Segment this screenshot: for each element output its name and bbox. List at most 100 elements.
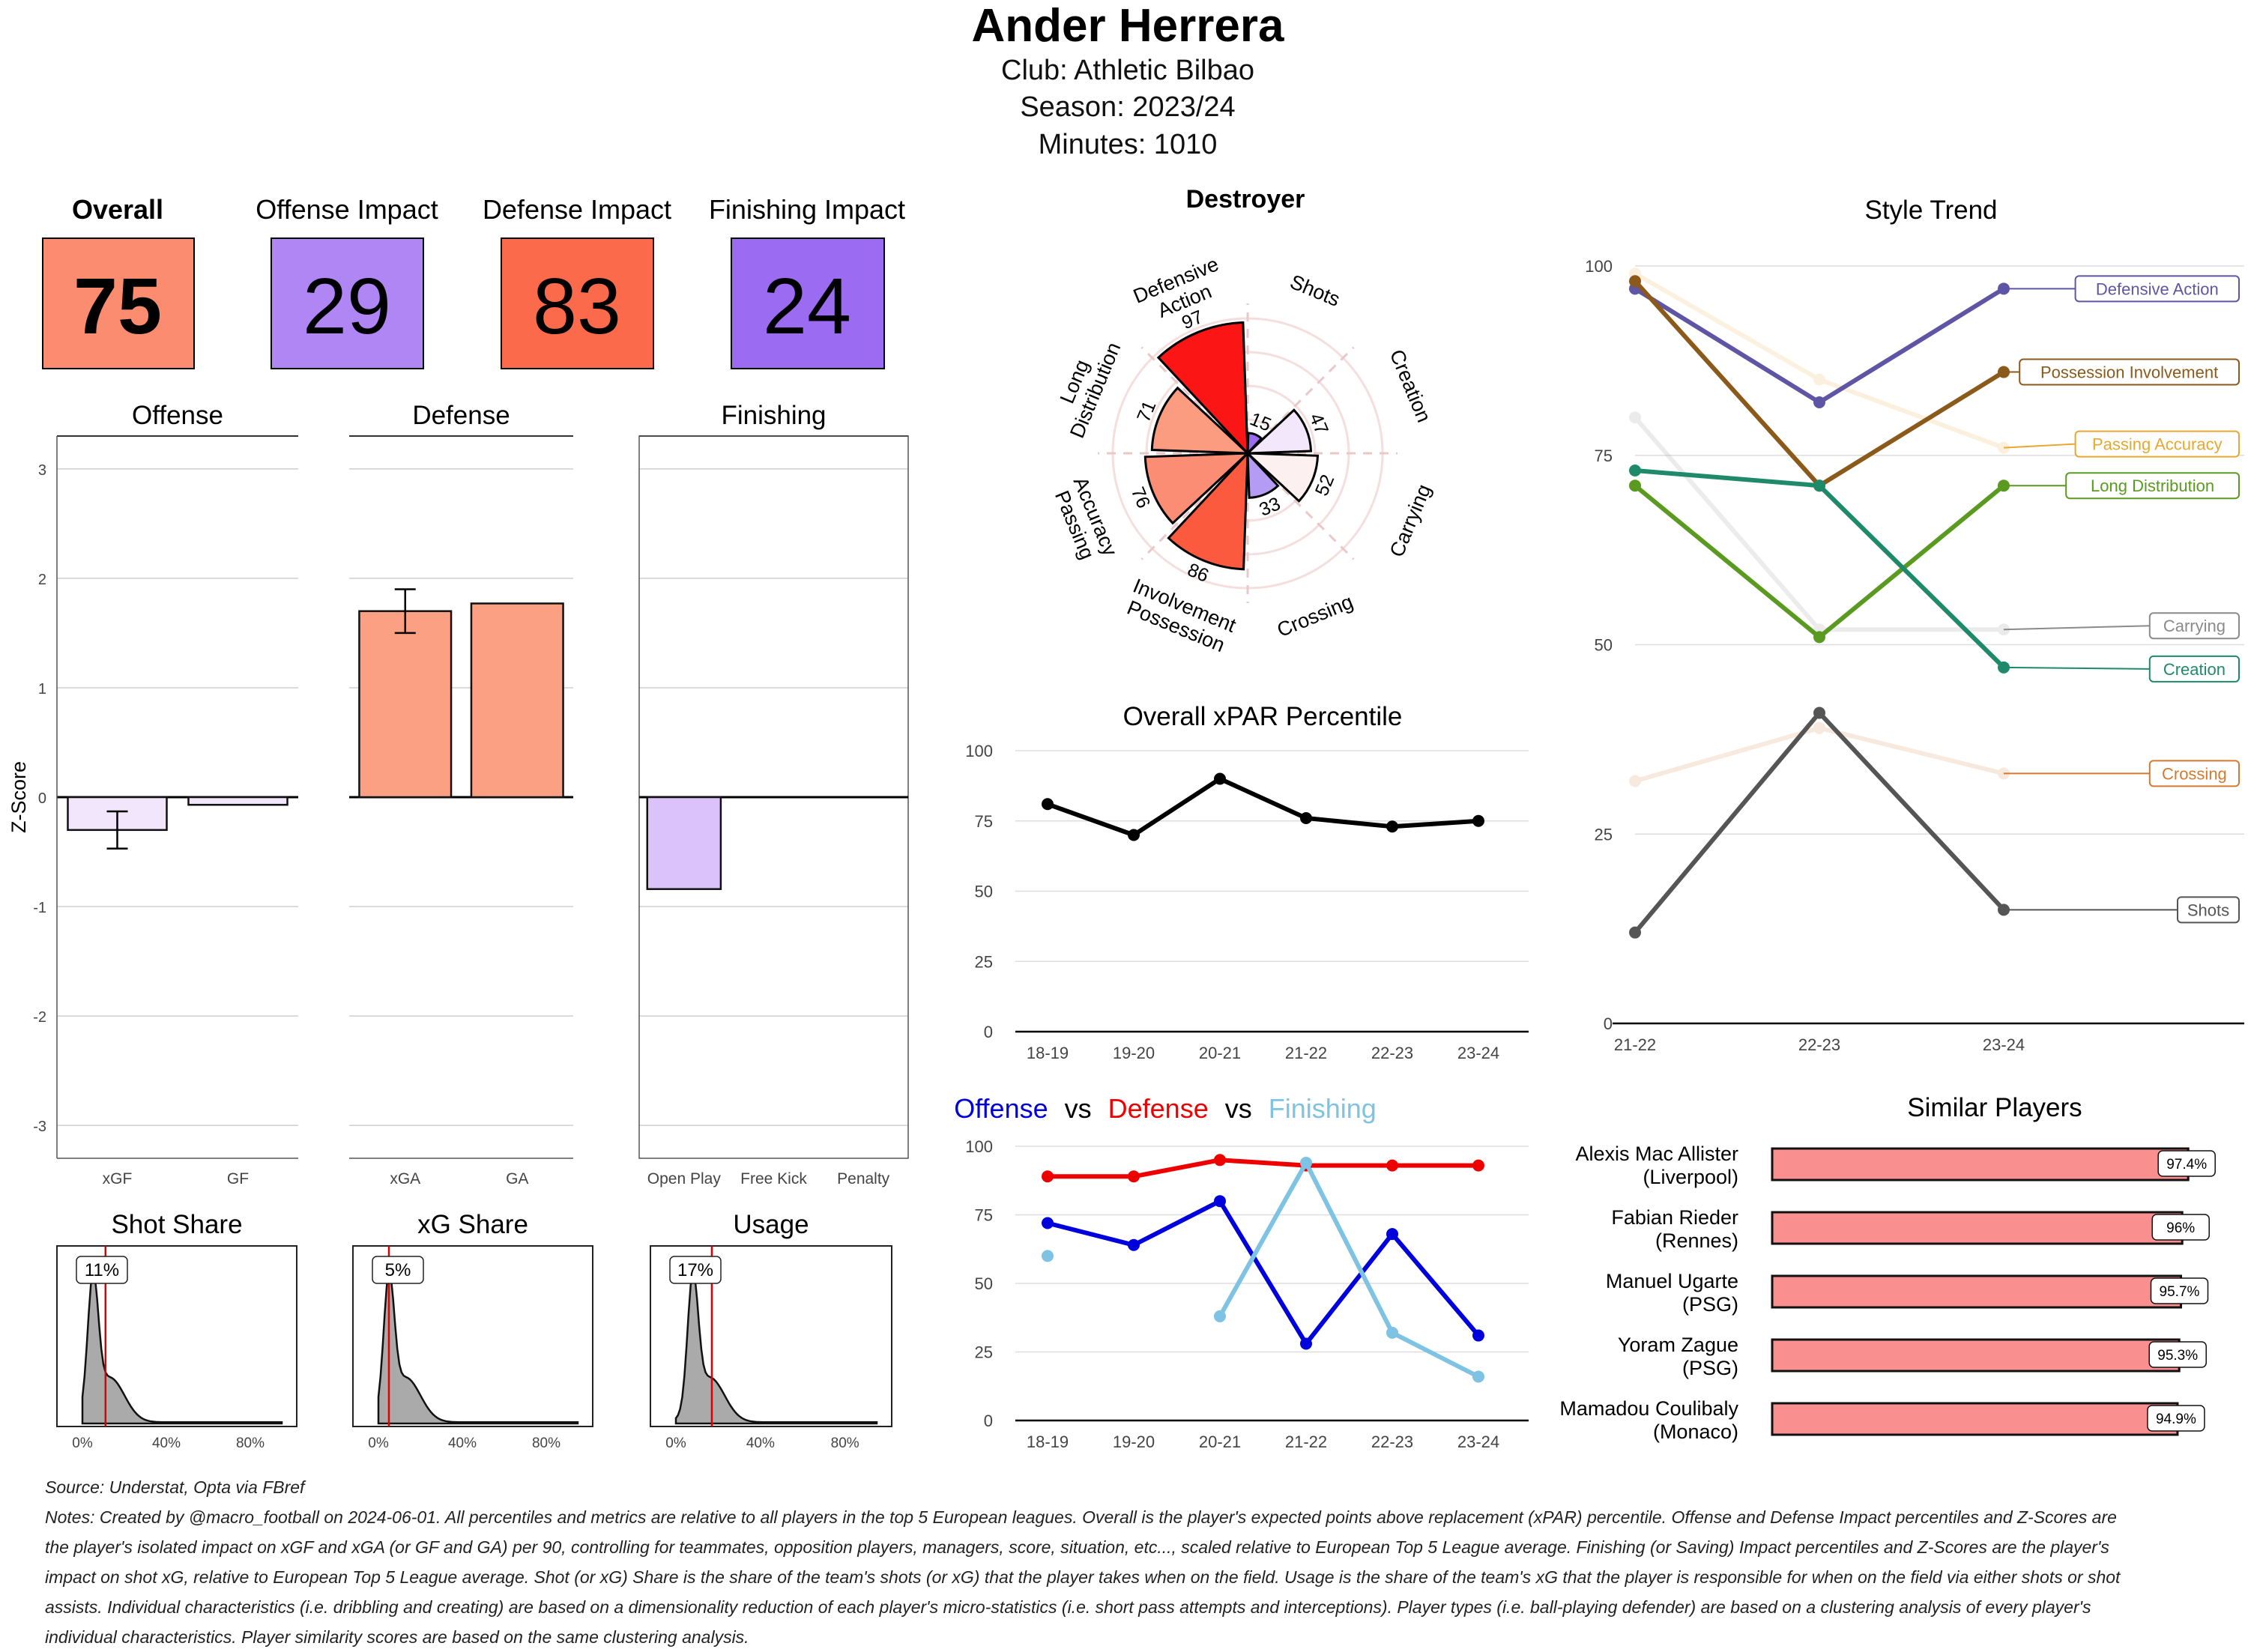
- radar-category-label: Shots: [1287, 270, 1343, 311]
- similar-player-club: (PSG): [1682, 1293, 1738, 1316]
- zscore-bar-open-play: [646, 796, 722, 890]
- offense-impact-value: 29: [303, 262, 391, 351]
- style-ytick: 0: [1604, 1014, 1613, 1033]
- similar-bar: [1771, 1147, 2190, 1181]
- ovd-point-offense: [1386, 1228, 1398, 1241]
- style-series-long-distribution: [1629, 479, 2010, 644]
- offense-impact-box: [271, 237, 424, 369]
- similar-player-club: (Liverpool): [1643, 1166, 1738, 1188]
- ovd-point-finishing: [1386, 1326, 1398, 1339]
- source-line: Source: Understat, Opta via FBref: [45, 1477, 305, 1497]
- xpar-point: [1128, 829, 1140, 841]
- radar-bar-long-distribution: [1150, 386, 1251, 455]
- ovd-ytick: 50: [975, 1274, 993, 1293]
- ovd-point-defense: [1128, 1170, 1140, 1183]
- ovd-point-finishing: [1214, 1310, 1226, 1322]
- xpar-line: [1046, 776, 1479, 838]
- zscore-panel-title: Defense: [412, 401, 510, 430]
- ovd-point-finishing: [1300, 1156, 1312, 1169]
- zscore-chart: Z-Score -3 -2 -1 0 1 2 3 Offense xGF GF Defense xGA G…: [7, 401, 909, 1187]
- zscore-panel-title: Finishing: [721, 401, 826, 430]
- style-line: [1634, 725, 2004, 784]
- style-series-passing-accuracy: [1629, 267, 2010, 454]
- style-label-box: [2148, 760, 2241, 787]
- similar-bar: [1771, 1211, 2184, 1245]
- style-label-long-distribution: Long Distribution: [2091, 476, 2214, 495]
- radar-bar-defensive-action: [1156, 321, 1249, 456]
- xpar-xtick: 20-21: [1199, 1044, 1241, 1062]
- density-area: [674, 1271, 878, 1425]
- style-series-crossing: [1629, 721, 2010, 787]
- zscore-xtick: GA: [506, 1170, 528, 1187]
- similar-player-name: Manuel Ugarte: [1606, 1270, 1738, 1292]
- style-ytick: 50: [1595, 636, 1613, 655]
- style-label-box: [2177, 896, 2240, 924]
- similar-player-name: Yoram Zague: [1618, 1334, 1738, 1356]
- ovd-xtick: 23-24: [1457, 1432, 1499, 1451]
- offense-defense-finishing-chart: Offense vs Defense vs Finishing 0 25 50 75 100 18…: [954, 1093, 1529, 1451]
- ovd-point-offense: [1472, 1329, 1484, 1342]
- style-series-carrying: [1629, 411, 2010, 636]
- overall-box: [42, 237, 195, 369]
- finishing-impact-value: 24: [763, 262, 851, 351]
- similar-score-box: [2148, 1341, 2207, 1368]
- density-label: 17%: [677, 1260, 713, 1280]
- style-point: [1813, 373, 1825, 386]
- similar-bar: [1771, 1274, 2182, 1309]
- xpar-xtick: 23-24: [1457, 1044, 1499, 1062]
- style-label-shots: Shots: [2187, 901, 2229, 919]
- zscore-xtick: Open Play: [647, 1170, 722, 1187]
- style-ytick: 25: [1595, 825, 1613, 844]
- offense-impact-label: Offense Impact: [256, 194, 438, 225]
- zscore-ytick: 1: [38, 681, 46, 698]
- ovd-xtick: 20-21: [1199, 1432, 1241, 1451]
- style-xtick: 21-22: [1614, 1035, 1656, 1054]
- similar-player-club: (PSG): [1682, 1357, 1738, 1379]
- zscore-panel-defense: Defense xGA GA: [349, 401, 573, 1187]
- ovd-ytick: 25: [975, 1343, 993, 1362]
- xpar-point: [1386, 820, 1398, 833]
- density-label-box: [372, 1256, 424, 1284]
- style-label-box: [2148, 655, 2241, 683]
- xpar-xtick: 18-19: [1027, 1044, 1069, 1062]
- style-ytick: 100: [1585, 257, 1613, 276]
- style-point: [1813, 707, 1825, 719]
- xpar-xtick: 21-22: [1285, 1044, 1327, 1062]
- style-point: [1813, 631, 1825, 644]
- density-xtick: 40%: [152, 1435, 181, 1451]
- season-line: Season: 2023/24: [1020, 91, 1235, 123]
- ovd-line-offense: [1047, 1198, 1481, 1348]
- zscore-xtick: Penalty: [837, 1170, 890, 1187]
- style-title: Style Trend: [1864, 196, 1997, 225]
- density-title: xG Share: [417, 1210, 528, 1239]
- similar-score: 94.9%: [2156, 1412, 2196, 1427]
- similar-score: 95.7%: [2160, 1284, 2200, 1300]
- radar-bar-creation: [1245, 408, 1313, 455]
- ovd-ytick: 0: [984, 1412, 993, 1430]
- zscore-xtick: xGA: [390, 1170, 420, 1187]
- density-panel-shot-share: Shot Share 11% 0% 40% 80%: [56, 1210, 297, 1451]
- xpar-xtick: 19-20: [1113, 1044, 1155, 1062]
- xpar-point: [1214, 772, 1226, 785]
- density-xtick: 40%: [746, 1435, 775, 1451]
- density-area: [81, 1271, 283, 1425]
- zscore-ytick: -2: [33, 1009, 46, 1026]
- club-line: Club: Athletic Bilbao: [1001, 55, 1254, 86]
- style-point: [1813, 479, 1825, 492]
- similar-score-box: [2157, 1150, 2216, 1177]
- defense-impact-value: 83: [533, 262, 621, 351]
- xpar-title: Overall xPAR Percentile: [1123, 702, 1403, 731]
- ovd-xtick: 21-22: [1285, 1432, 1327, 1451]
- xpar-point: [1472, 814, 1484, 827]
- footer-notes: Source: Understat, Opta via FBref Notes:…: [45, 1472, 2233, 1652]
- density-panel-xg-share: xG Share 5% 0% 40% 80%: [352, 1210, 593, 1451]
- density-panel-usage: Usage 17% 0% 40% 80%: [650, 1210, 892, 1451]
- ovd-point-offense: [1128, 1238, 1140, 1251]
- density-area: [377, 1271, 579, 1425]
- style-point: [1629, 411, 1641, 424]
- notes-line-2: the player's isolated impact on xGF and …: [45, 1537, 2109, 1557]
- style-label-leader: [2003, 443, 2076, 449]
- style-label-leader: [2003, 625, 2150, 631]
